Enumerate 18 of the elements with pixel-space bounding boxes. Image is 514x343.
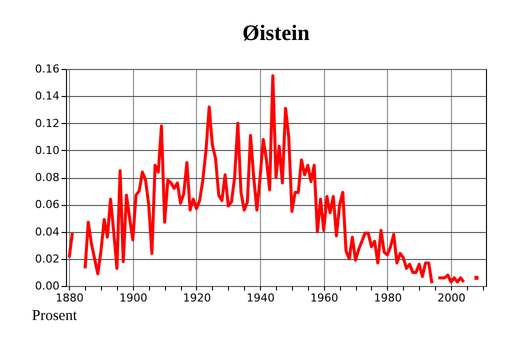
y-tick-label: 0.04 bbox=[35, 225, 60, 238]
x-tick-label: 1980 bbox=[374, 292, 402, 304]
x-tick-label: 1960 bbox=[310, 292, 338, 304]
y-tick-label: 0.00 bbox=[35, 280, 60, 292]
text: Prosent bbox=[32, 308, 77, 325]
y-tick-label: 0.06 bbox=[35, 198, 60, 212]
y-tick-label: 0.14 bbox=[35, 90, 60, 103]
x-tick-label: 1940 bbox=[246, 292, 275, 304]
chart-title: Øistein bbox=[242, 20, 310, 45]
x-tick-label: 1900 bbox=[119, 292, 148, 304]
y-tick-label: 0.10 bbox=[35, 144, 60, 157]
y-tick-label: 0.08 bbox=[35, 171, 60, 184]
x-tick-label: 1880 bbox=[56, 292, 84, 304]
y-tick-label: 0.12 bbox=[35, 116, 60, 130]
x-tick-label: 1920 bbox=[182, 292, 211, 304]
y-tick-label: 0.02 bbox=[35, 252, 60, 266]
y-tick-label: 0.16 bbox=[35, 62, 60, 76]
x-tick-label: 2000 bbox=[438, 292, 466, 304]
